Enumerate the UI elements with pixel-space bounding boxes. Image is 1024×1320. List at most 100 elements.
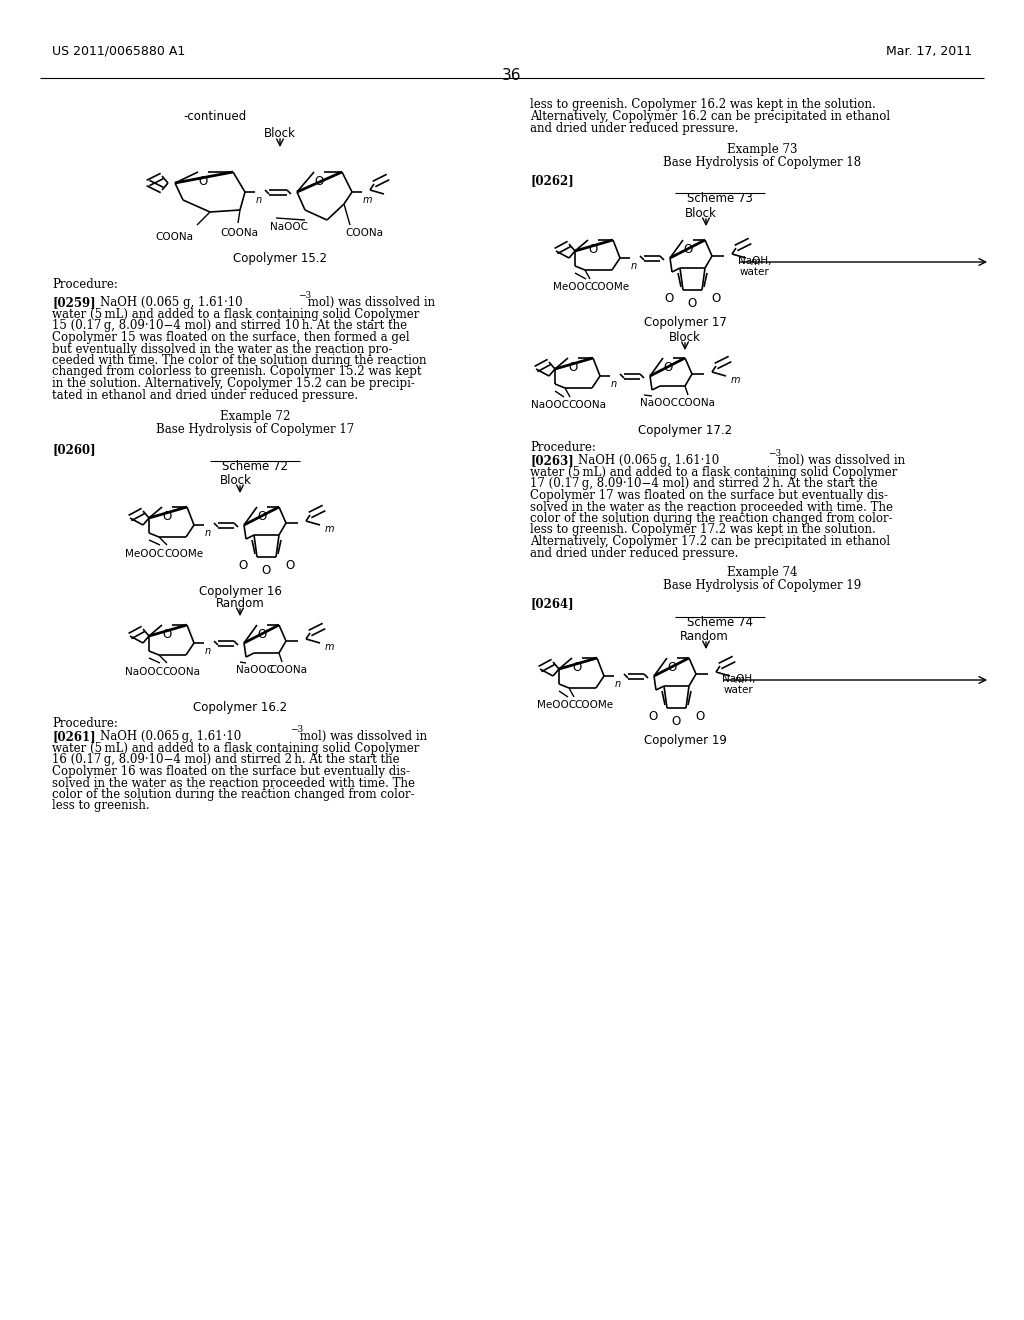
Text: m: m xyxy=(751,257,761,267)
Text: O: O xyxy=(239,558,248,572)
Text: Base Hydrolysis of Copolymer 19: Base Hydrolysis of Copolymer 19 xyxy=(663,579,861,591)
Text: O: O xyxy=(261,564,270,577)
Text: COONa: COONa xyxy=(269,665,307,675)
Text: [0263]: [0263] xyxy=(530,454,573,467)
Text: Copolymer 15.2: Copolymer 15.2 xyxy=(233,252,327,265)
Text: −3: −3 xyxy=(768,449,781,458)
Text: but eventually dissolved in the water as the reaction pro-: but eventually dissolved in the water as… xyxy=(52,342,392,355)
Text: [0260]: [0260] xyxy=(52,444,95,455)
Text: COONa: COONa xyxy=(568,400,606,411)
Text: NaOOC: NaOOC xyxy=(270,222,308,232)
Text: −3: −3 xyxy=(290,725,303,734)
Text: O: O xyxy=(683,243,692,256)
Text: n: n xyxy=(205,645,211,656)
Text: NaOOC: NaOOC xyxy=(640,399,678,408)
Text: Procedure:: Procedure: xyxy=(52,717,118,730)
Text: Example 73: Example 73 xyxy=(727,143,798,156)
Text: NaOH,: NaOH, xyxy=(722,675,756,684)
Text: Block: Block xyxy=(669,331,701,345)
Text: MeOOC: MeOOC xyxy=(537,700,577,710)
Text: NaOOC: NaOOC xyxy=(236,665,274,675)
Text: Alternatively, Copolymer 17.2 can be precipitated in ethanol: Alternatively, Copolymer 17.2 can be pre… xyxy=(530,535,890,548)
Text: mol) was dissolved in: mol) was dissolved in xyxy=(296,730,427,743)
Text: Copolymer 15 was floated on the surface, then formed a gel: Copolymer 15 was floated on the surface,… xyxy=(52,331,410,345)
Text: 15 (0.17 g, 8.09·10−4 mol) and stirred 10 h. At the start the: 15 (0.17 g, 8.09·10−4 mol) and stirred 1… xyxy=(52,319,408,333)
Text: O: O xyxy=(572,661,582,675)
Text: COONa: COONa xyxy=(155,232,193,242)
Text: 16 (0.17 g, 8.09·10−4 mol) and stirred 2 h. At the start the: 16 (0.17 g, 8.09·10−4 mol) and stirred 2… xyxy=(52,754,399,767)
Text: O: O xyxy=(163,510,172,523)
Text: MeOOC: MeOOC xyxy=(553,282,592,292)
Text: Copolymer 16.2: Copolymer 16.2 xyxy=(193,701,287,714)
Text: color of the solution during the reaction changed from color-: color of the solution during the reactio… xyxy=(530,512,893,525)
Text: COOMe: COOMe xyxy=(164,549,203,558)
Text: mol) was dissolved in: mol) was dissolved in xyxy=(774,454,905,467)
Text: O: O xyxy=(257,510,266,523)
Text: NaOOC: NaOOC xyxy=(531,400,569,411)
Text: O: O xyxy=(314,176,324,187)
Text: Copolymer 17.2: Copolymer 17.2 xyxy=(638,424,732,437)
Text: NaOH (0.065 g, 1.61·10: NaOH (0.065 g, 1.61·10 xyxy=(100,296,243,309)
Text: O: O xyxy=(589,243,598,256)
Text: Block: Block xyxy=(685,207,717,220)
Text: O: O xyxy=(568,360,578,374)
Text: NaOH,: NaOH, xyxy=(738,256,771,267)
Text: and dried under reduced pressure.: and dried under reduced pressure. xyxy=(530,121,738,135)
Text: COOMe: COOMe xyxy=(574,700,613,710)
Text: n: n xyxy=(631,261,637,271)
Text: −3: −3 xyxy=(298,290,311,300)
Text: Block: Block xyxy=(220,474,252,487)
Text: O: O xyxy=(695,710,705,723)
Text: tated in ethanol and dried under reduced pressure.: tated in ethanol and dried under reduced… xyxy=(52,388,358,401)
Text: Random: Random xyxy=(216,597,264,610)
Text: Example 72: Example 72 xyxy=(220,411,290,422)
Text: color of the solution during the reaction changed from color-: color of the solution during the reactio… xyxy=(52,788,415,801)
Text: NaOH (0.065 g, 1.61·10: NaOH (0.065 g, 1.61·10 xyxy=(578,454,719,467)
Text: in the solution. Alternatively, Copolymer 15.2 can be precipi-: in the solution. Alternatively, Copolyme… xyxy=(52,378,415,389)
Text: Copolymer 19: Copolymer 19 xyxy=(643,734,726,747)
Text: NaOOC: NaOOC xyxy=(125,667,163,677)
Text: Block: Block xyxy=(264,127,296,140)
Text: [0264]: [0264] xyxy=(530,597,573,610)
Text: O: O xyxy=(687,297,696,310)
Text: n: n xyxy=(205,528,211,539)
Text: O: O xyxy=(648,710,657,723)
Text: Scheme 74: Scheme 74 xyxy=(687,616,753,630)
Text: -continued: -continued xyxy=(183,110,246,123)
Text: Scheme 72: Scheme 72 xyxy=(222,459,288,473)
Text: O: O xyxy=(199,176,208,187)
Text: 17 (0.17 g, 8.09·10−4 mol) and stirred 2 h. At the start the: 17 (0.17 g, 8.09·10−4 mol) and stirred 2… xyxy=(530,478,878,491)
Text: Base Hydrolysis of Copolymer 17: Base Hydrolysis of Copolymer 17 xyxy=(156,422,354,436)
Text: Copolymer 16 was floated on the surface but eventually dis-: Copolymer 16 was floated on the surface … xyxy=(52,766,410,777)
Text: 36: 36 xyxy=(502,69,522,83)
Text: Copolymer 17 was floated on the surface but eventually dis-: Copolymer 17 was floated on the surface … xyxy=(530,488,888,502)
Text: water: water xyxy=(724,685,754,696)
Text: water: water xyxy=(740,267,770,277)
Text: O: O xyxy=(664,360,673,374)
Text: O: O xyxy=(665,292,674,305)
Text: Procedure:: Procedure: xyxy=(52,279,118,290)
Text: Procedure:: Procedure: xyxy=(530,441,596,454)
Text: less to greenish. Copolymer 16.2 was kept in the solution.: less to greenish. Copolymer 16.2 was kep… xyxy=(530,98,876,111)
Text: m: m xyxy=(362,195,373,205)
Text: changed from colorless to greenish. Copolymer 15.2 was kept: changed from colorless to greenish. Copo… xyxy=(52,366,422,379)
Text: MeOOC: MeOOC xyxy=(125,549,164,558)
Text: m: m xyxy=(325,642,335,652)
Text: Example 74: Example 74 xyxy=(727,566,798,579)
Text: n: n xyxy=(611,379,617,389)
Text: O: O xyxy=(163,628,172,642)
Text: water (5 mL) and added to a flask containing solid Copolymer: water (5 mL) and added to a flask contai… xyxy=(530,466,897,479)
Text: m: m xyxy=(731,375,740,385)
Text: NaOH (0.065 g, 1.61·10: NaOH (0.065 g, 1.61·10 xyxy=(100,730,242,743)
Text: O: O xyxy=(672,715,681,729)
Text: n: n xyxy=(615,678,622,689)
Text: Scheme 73: Scheme 73 xyxy=(687,191,753,205)
Text: COONa: COONa xyxy=(677,399,715,408)
Text: mol) was dissolved in: mol) was dissolved in xyxy=(304,296,435,309)
Text: Base Hydrolysis of Copolymer 18: Base Hydrolysis of Copolymer 18 xyxy=(663,156,861,169)
Text: O: O xyxy=(257,628,266,642)
Text: COONa: COONa xyxy=(162,667,200,677)
Text: O: O xyxy=(712,292,721,305)
Text: [0262]: [0262] xyxy=(530,174,573,187)
Text: m: m xyxy=(325,524,335,535)
